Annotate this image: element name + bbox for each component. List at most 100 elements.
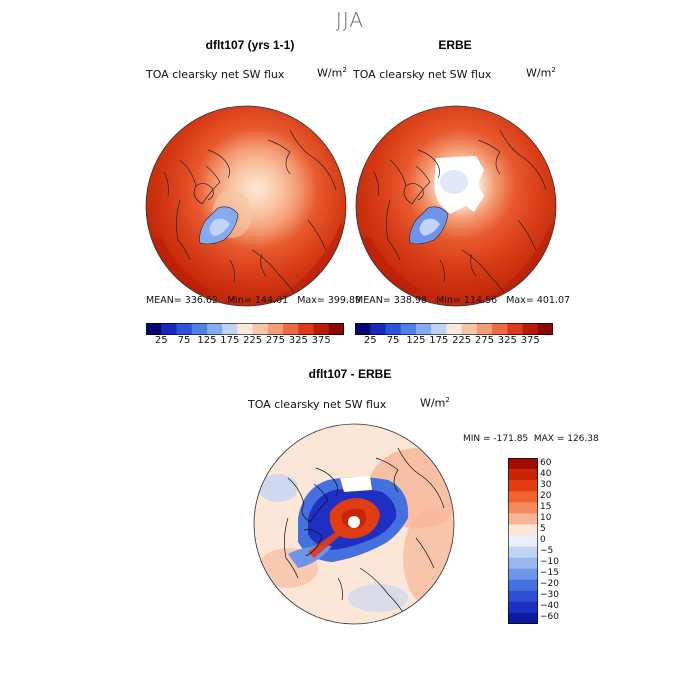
diff-field: TOA clearsky net SW flux: [248, 398, 387, 411]
colorbar-tick-label: 5: [540, 523, 546, 534]
colorbar-tick-label: −30: [540, 590, 559, 601]
map-panel-1: [145, 105, 347, 307]
diff-units: W/m2: [420, 396, 450, 410]
colorbar-tick-label: 20: [540, 490, 552, 501]
colorbar-swatch: [431, 323, 447, 335]
colorbar-tick-label: 40: [540, 468, 552, 479]
colorbar-swatch: [146, 323, 162, 335]
colorbar-swatch: [508, 557, 538, 569]
colorbar-tick-label: 275: [474, 335, 494, 346]
colorbar-swatch: [507, 323, 523, 335]
colorbar-tick-label: 225: [452, 335, 472, 346]
colorbar-panel-2-ticks: 25 75 125 175 225 275 325 375: [355, 335, 553, 349]
colorbar-panel-1: [146, 320, 345, 336]
colorbar-swatch: [508, 590, 538, 603]
colorbar-swatch: [537, 323, 554, 335]
colorbar-tick-label: −15: [540, 568, 559, 579]
colorbar-panel-1-ticks: 25 75 125 175 225 275 325 375: [146, 335, 344, 349]
panel-1-title: dflt107 (yrs 1-1): [205, 38, 295, 52]
colorbar-swatch: [237, 323, 253, 335]
colorbar-swatch: [508, 480, 538, 492]
colorbar-tick-label: −10: [540, 557, 559, 568]
map-outline: [145, 105, 347, 307]
polar-gap: [340, 476, 372, 492]
colorbar-swatch: [508, 601, 538, 614]
map-diff: [253, 423, 455, 625]
colorbar-swatch: [328, 323, 345, 335]
colorbar-swatch: [355, 323, 371, 335]
colorbar-swatch: [508, 546, 538, 558]
panel-1-field: TOA clearsky net SW flux: [146, 68, 285, 81]
colorbar-swatch: [508, 491, 538, 503]
panel-2-title: ERBE: [438, 38, 472, 52]
colorbar-swatch: [370, 323, 386, 335]
colorbar-tick-label: 175: [429, 335, 449, 346]
colorbar-tick-label: −20: [540, 579, 559, 590]
colorbar-swatch: [191, 323, 208, 335]
colorbar-tick-label: 275: [265, 335, 285, 346]
colorbar-tick-label: 30: [540, 479, 552, 490]
colorbar-tick-label: 325: [497, 335, 517, 346]
colorbar-tick-label: 60: [540, 457, 552, 468]
colorbar-swatch: [508, 469, 538, 481]
colorbar-tick-label: 25: [363, 335, 377, 346]
colorbar-tick-label: 125: [406, 335, 426, 346]
colorbar-swatch: [298, 323, 314, 335]
colorbar-swatch: [508, 568, 538, 581]
colorbar-tick-label: 75: [177, 335, 191, 346]
colorbar-diff-ticks: 60 40 30 20 15 10 5 0 −5 −10 −15 −20 −30 −40 −60: [540, 458, 580, 624]
colorbar-tick-label: 0: [540, 535, 546, 545]
colorbar-tick-label: 375: [311, 335, 331, 346]
coastlines: [284, 447, 445, 615]
colorbar-swatch: [267, 323, 284, 335]
colorbar-swatch: [476, 323, 493, 335]
map-panel-2: [355, 105, 557, 307]
colorbar-swatch: [508, 524, 538, 536]
colorbar-tick-label: 15: [540, 501, 552, 512]
coastlines: [373, 129, 547, 297]
colorbar-swatch: [508, 513, 538, 525]
colorbar-swatch: [206, 323, 223, 335]
colorbar-swatch: [161, 323, 177, 335]
colorbar-swatch: [461, 323, 478, 335]
colorbar-panel-2: [355, 320, 554, 336]
colorbar-tick-label: 125: [197, 335, 217, 346]
colorbar-swatch: [446, 323, 462, 335]
colorbar-tick-label: 375: [520, 335, 540, 346]
diff-stats: MIN = -171.85 MAX = 126.38: [463, 434, 599, 444]
colorbar-swatch: [283, 323, 299, 335]
colorbar-tick-label: −60: [540, 612, 559, 623]
colorbar-swatch: [415, 323, 432, 335]
panel-2-units: W/m2: [526, 66, 556, 80]
colorbar-swatch: [176, 323, 192, 335]
colorbar-tick-label: 75: [386, 335, 400, 346]
colorbar-swatch: [508, 612, 538, 624]
colorbar-tick-label: −40: [540, 601, 559, 612]
colorbar-swatch: [508, 458, 538, 470]
season-title: JJA: [335, 8, 365, 32]
colorbar-swatch: [508, 535, 538, 547]
map-outline: [355, 105, 557, 307]
colorbar-swatch: [313, 323, 330, 335]
colorbar-tick-label: 10: [540, 512, 552, 523]
colorbar-swatch: [252, 323, 269, 335]
colorbar-swatch: [222, 323, 238, 335]
colorbar-tick-label: 225: [243, 335, 263, 346]
colorbar-tick-label: 175: [220, 335, 240, 346]
colorbar-swatch: [508, 502, 538, 514]
colorbar-diff: [508, 458, 538, 624]
colorbar-tick-label: 325: [288, 335, 308, 346]
coastlines: [163, 129, 337, 297]
colorbar-tick-label: −5: [540, 546, 554, 557]
panel-2-stats: MEAN= 338.98 Min= 114.56 Max= 401.07: [355, 295, 571, 306]
colorbar-swatch: [492, 323, 508, 335]
panel-1-stats: MEAN= 336.62 Min= 144.01 Max= 399.89: [146, 295, 362, 306]
map-outline: [253, 423, 455, 625]
diff-title: dflt107 - ERBE: [308, 367, 392, 381]
colorbar-tick-label: 25: [154, 335, 168, 346]
colorbar-swatch: [508, 579, 538, 592]
panel-1-units: W/m2: [317, 66, 347, 80]
colorbar-swatch: [522, 323, 539, 335]
panel-2-field: TOA clearsky net SW flux: [353, 68, 492, 81]
colorbar-swatch: [400, 323, 417, 335]
